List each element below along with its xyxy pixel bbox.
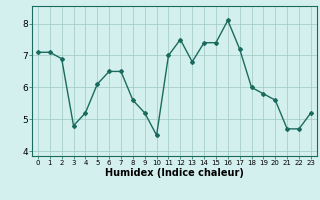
X-axis label: Humidex (Indice chaleur): Humidex (Indice chaleur): [105, 168, 244, 178]
